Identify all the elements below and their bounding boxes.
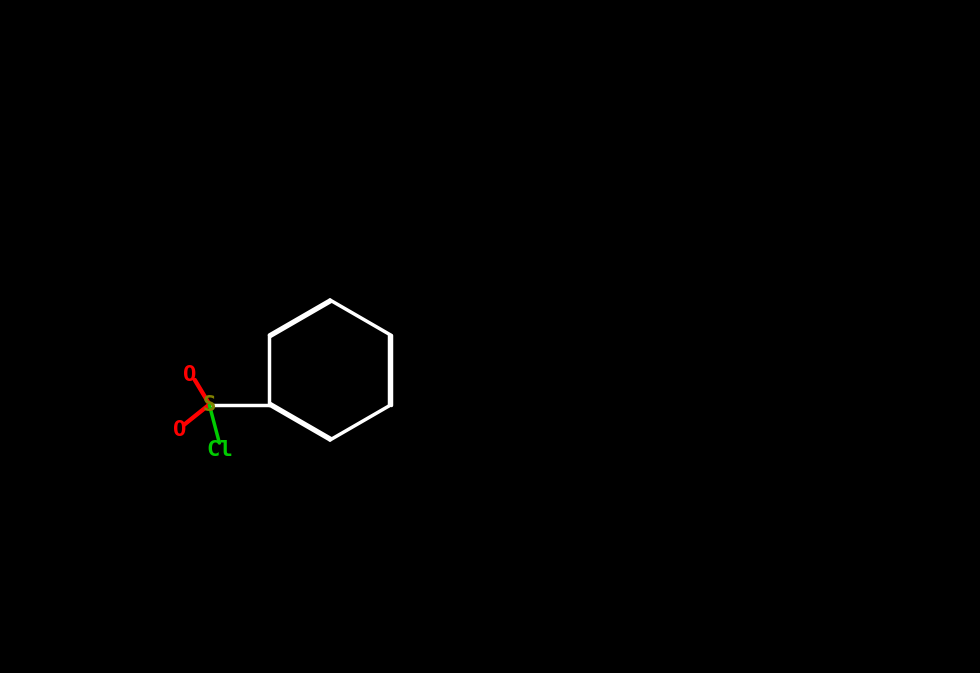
Text: O: O <box>172 420 186 440</box>
Text: O: O <box>182 365 196 385</box>
Text: Cl: Cl <box>206 440 233 460</box>
Text: S: S <box>203 395 216 415</box>
